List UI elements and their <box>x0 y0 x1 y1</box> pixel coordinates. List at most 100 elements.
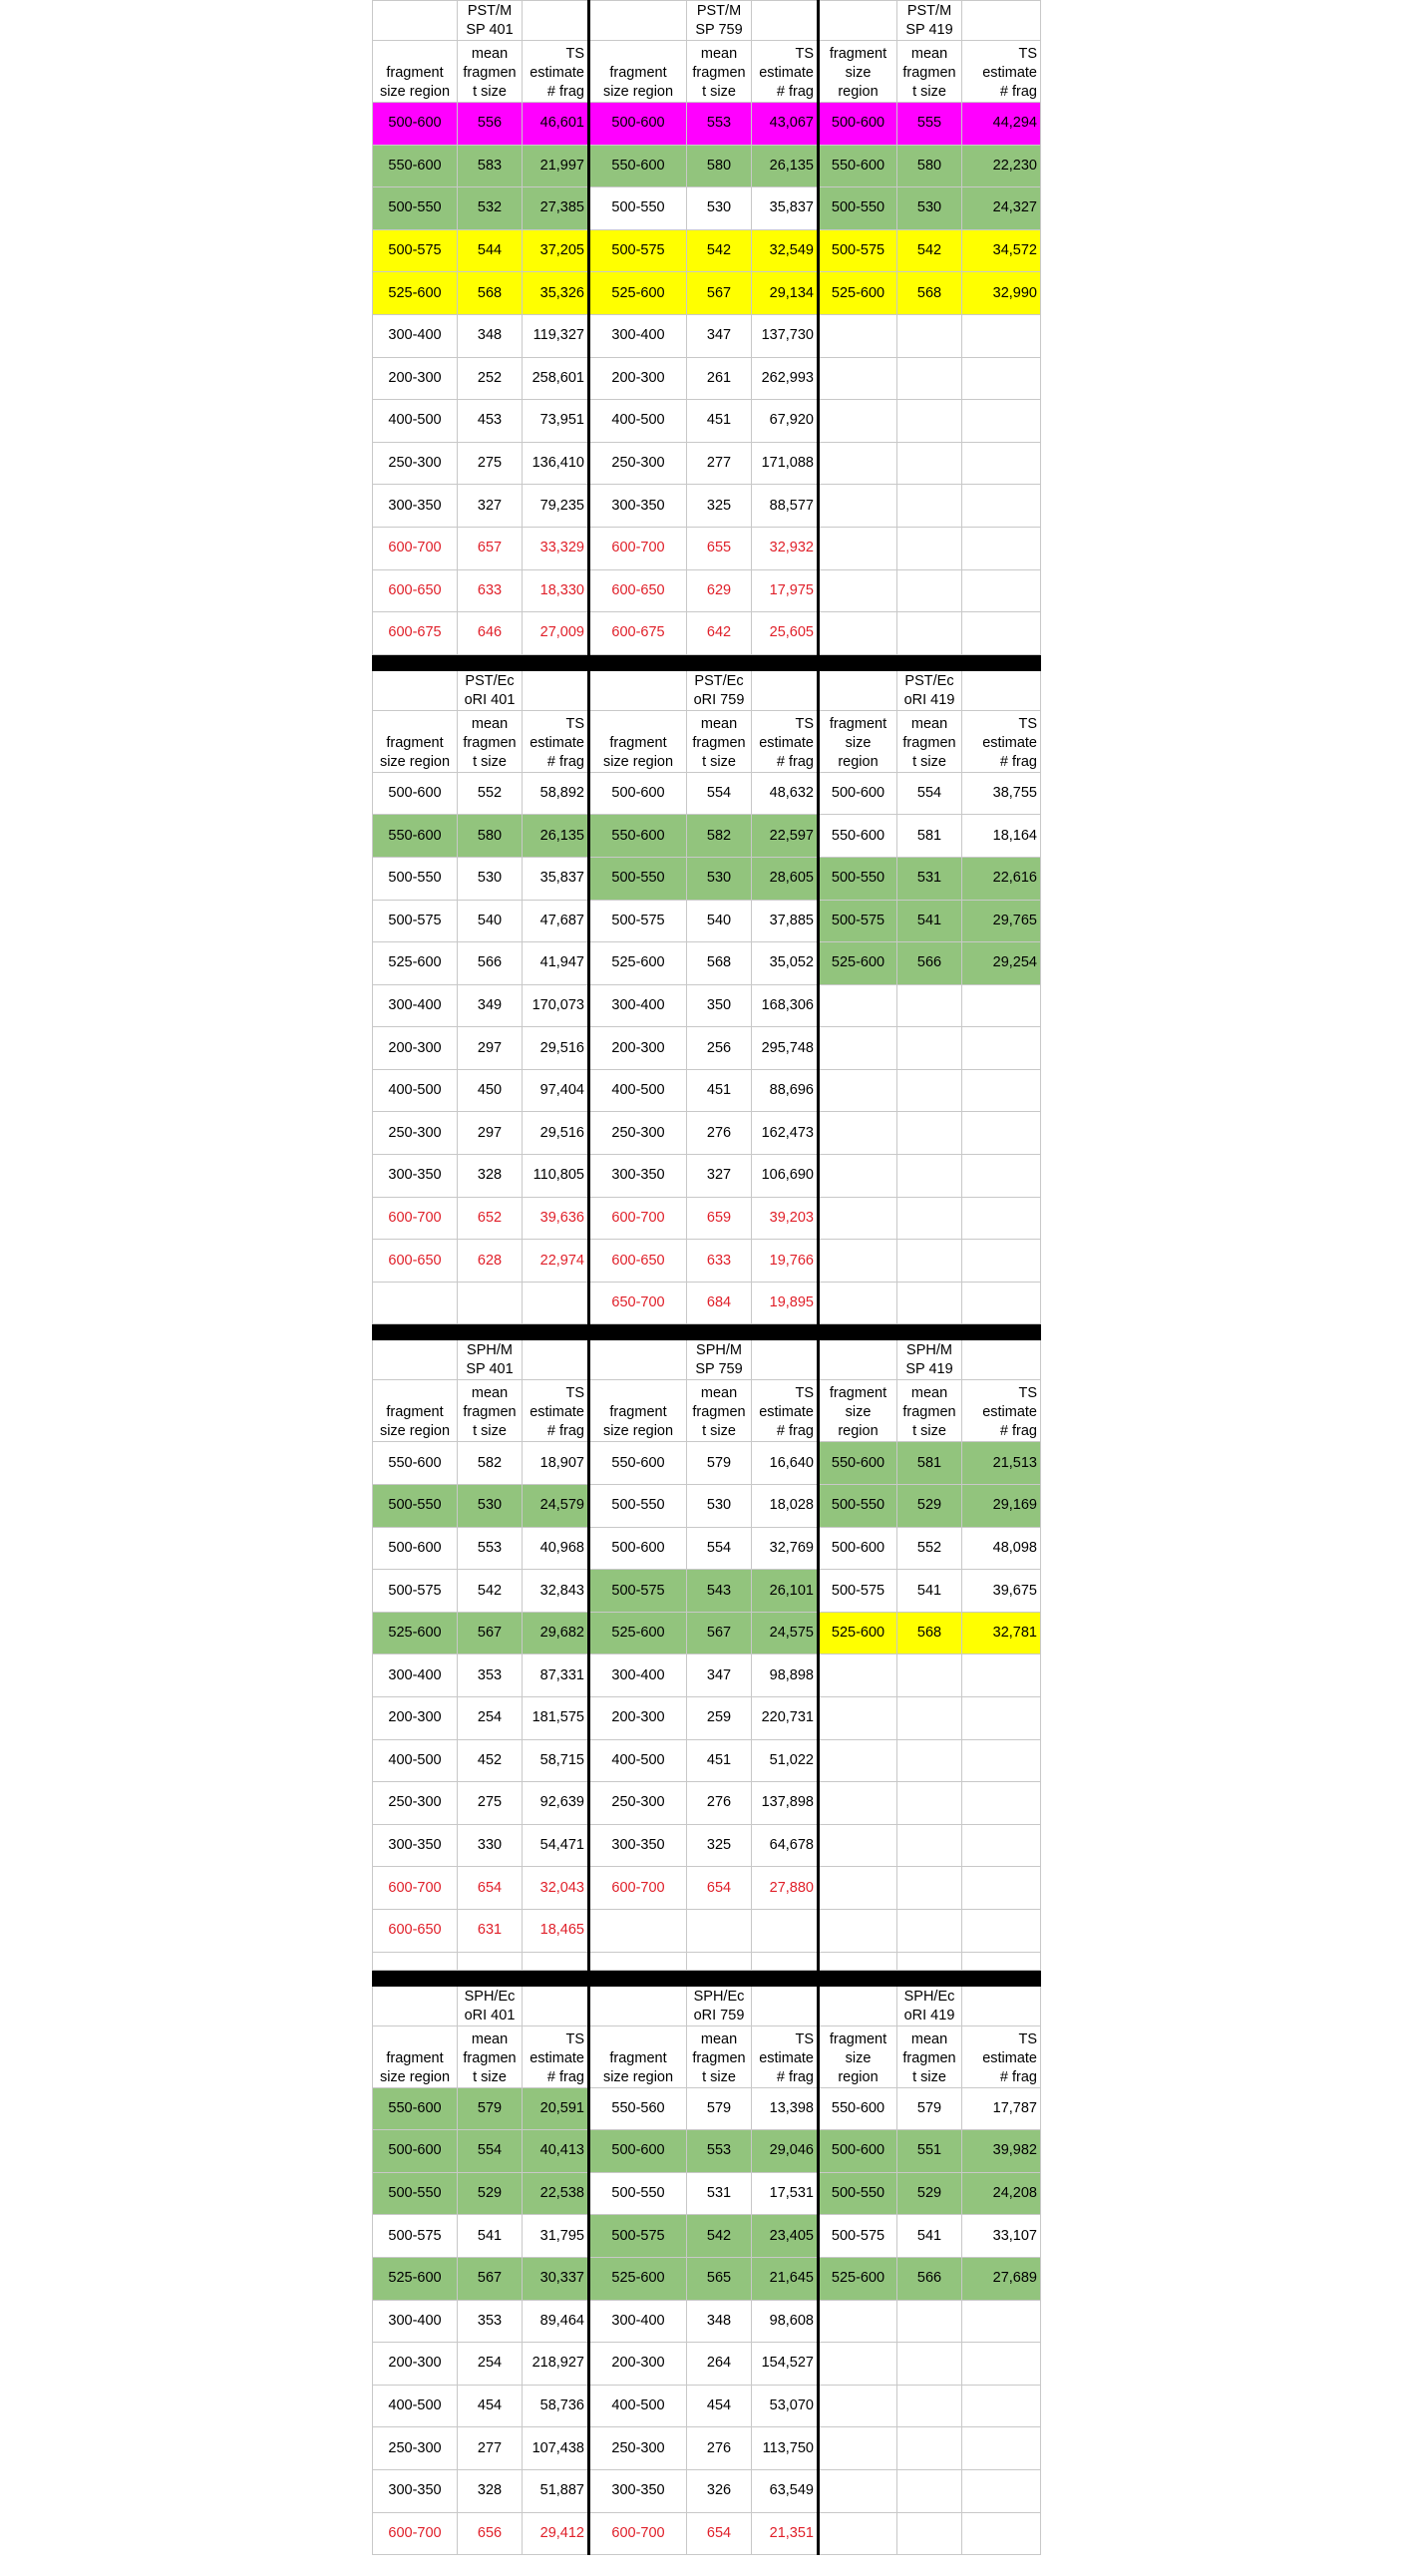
data-cell[interactable]: 35,326 <box>522 271 590 315</box>
data-cell[interactable] <box>818 1281 897 1325</box>
column-header-cell[interactable]: TS estimate # frag <box>961 2024 1041 2088</box>
data-cell[interactable]: 328 <box>457 1154 523 1198</box>
data-cell[interactable]: 530 <box>686 856 752 901</box>
data-cell[interactable]: 22,538 <box>522 2171 590 2216</box>
data-cell[interactable]: 551 <box>896 2129 962 2173</box>
data-cell[interactable]: 600-650 <box>588 1239 687 1283</box>
data-cell[interactable]: 29,516 <box>522 1111 590 1156</box>
data-cell[interactable]: 22,616 <box>961 856 1041 901</box>
data-cell[interactable]: 541 <box>457 2214 523 2258</box>
data-cell[interactable] <box>818 568 897 613</box>
data-cell[interactable]: 29,765 <box>961 899 1041 943</box>
data-cell[interactable] <box>818 1823 897 1868</box>
data-cell[interactable] <box>896 2468 962 2513</box>
data-cell[interactable] <box>818 2384 897 2428</box>
data-cell[interactable]: 565 <box>686 2256 752 2301</box>
data-cell[interactable] <box>896 313 962 358</box>
data-cell[interactable]: 600-700 <box>588 1866 687 1910</box>
data-cell[interactable]: 300-350 <box>372 484 458 528</box>
data-cell[interactable]: 600-700 <box>588 2511 687 2556</box>
data-cell[interactable]: 646 <box>457 611 523 655</box>
empty-cell[interactable] <box>522 0 590 41</box>
data-cell[interactable]: 633 <box>686 1239 752 1283</box>
data-cell[interactable]: 529 <box>457 2171 523 2216</box>
data-cell[interactable]: 542 <box>686 228 752 273</box>
data-cell[interactable]: 51,022 <box>751 1738 820 1783</box>
data-cell[interactable]: 600-675 <box>372 611 458 655</box>
data-cell[interactable]: 18,465 <box>522 1908 590 1953</box>
data-cell[interactable]: 37,205 <box>522 228 590 273</box>
data-cell[interactable]: 220,731 <box>751 1696 820 1740</box>
data-cell[interactable]: 500-600 <box>372 1526 458 1571</box>
data-cell[interactable] <box>818 356 897 401</box>
data-cell[interactable] <box>896 1239 962 1283</box>
data-cell[interactable]: 250-300 <box>372 1111 458 1156</box>
sample-title-cell[interactable]: SPH/M SP 419 <box>896 1339 962 1381</box>
data-cell[interactable]: 553 <box>686 102 752 146</box>
data-cell[interactable]: 32,043 <box>522 1866 590 1910</box>
data-cell[interactable] <box>961 1908 1041 1953</box>
sample-title-cell[interactable]: SPH/M SP 401 <box>457 1339 523 1381</box>
data-cell[interactable]: 349 <box>457 983 523 1028</box>
data-cell[interactable]: 400-500 <box>372 2384 458 2428</box>
data-cell[interactable]: 16,640 <box>751 1441 820 1486</box>
data-cell[interactable]: 24,327 <box>961 186 1041 230</box>
data-cell[interactable] <box>896 1281 962 1325</box>
data-cell[interactable] <box>896 2384 962 2428</box>
data-cell[interactable]: 600-700 <box>372 1866 458 1910</box>
empty-cell[interactable] <box>751 669 820 711</box>
empty-cell[interactable] <box>751 1951 820 1971</box>
data-cell[interactable] <box>818 611 897 655</box>
data-cell[interactable]: 276 <box>686 1781 752 1825</box>
data-cell[interactable]: 633 <box>457 568 523 613</box>
data-cell[interactable]: 530 <box>457 1484 523 1528</box>
data-cell[interactable]: 300-400 <box>372 983 458 1028</box>
data-cell[interactable]: 29,412 <box>522 2511 590 2556</box>
data-cell[interactable] <box>961 2511 1041 2556</box>
data-cell[interactable]: 47,687 <box>522 899 590 943</box>
column-header-cell[interactable]: fragment size region <box>588 709 687 773</box>
data-cell[interactable]: 451 <box>686 1068 752 1113</box>
data-cell[interactable]: 40,413 <box>522 2129 590 2173</box>
data-cell[interactable]: 600-650 <box>372 1908 458 1953</box>
column-header-cell[interactable]: mean fragmen t size <box>686 709 752 773</box>
data-cell[interactable]: 27,880 <box>751 1866 820 1910</box>
data-cell[interactable]: 500-600 <box>372 2129 458 2173</box>
data-cell[interactable]: 87,331 <box>522 1654 590 1697</box>
data-cell[interactable] <box>961 1068 1041 1113</box>
data-cell[interactable]: 40,968 <box>522 1526 590 1571</box>
data-cell[interactable]: 300-350 <box>588 2468 687 2513</box>
column-header-cell[interactable]: fragment size region <box>818 1379 897 1443</box>
data-cell[interactable] <box>961 2299 1041 2344</box>
data-cell[interactable]: 530 <box>686 1484 752 1528</box>
data-cell[interactable]: 22,974 <box>522 1239 590 1283</box>
column-header-cell[interactable]: mean fragmen t size <box>457 40 523 103</box>
data-cell[interactable]: 300-400 <box>372 2299 458 2344</box>
data-cell[interactable]: 18,028 <box>751 1484 820 1528</box>
data-cell[interactable]: 400-500 <box>372 1068 458 1113</box>
data-cell[interactable]: 550-560 <box>588 2086 687 2131</box>
data-cell[interactable]: 98,608 <box>751 2299 820 2344</box>
sample-title-cell[interactable]: PST/Ec oRI 401 <box>457 669 523 711</box>
data-cell[interactable]: 525-600 <box>588 271 687 315</box>
data-cell[interactable]: 629 <box>686 568 752 613</box>
data-cell[interactable]: 655 <box>686 526 752 570</box>
data-cell[interactable]: 113,750 <box>751 2426 820 2470</box>
data-cell[interactable]: 29,134 <box>751 271 820 315</box>
data-cell[interactable] <box>896 399 962 443</box>
empty-cell[interactable] <box>818 1339 897 1381</box>
data-cell[interactable]: 525-600 <box>372 2256 458 2301</box>
column-header-cell[interactable]: TS estimate # frag <box>751 1379 820 1443</box>
data-cell[interactable]: 553 <box>686 2129 752 2173</box>
data-cell[interactable]: 525-600 <box>588 941 687 985</box>
data-cell[interactable] <box>961 313 1041 358</box>
data-cell[interactable]: 200-300 <box>588 1026 687 1070</box>
data-cell[interactable] <box>896 2426 962 2470</box>
data-cell[interactable] <box>896 1781 962 1825</box>
data-cell[interactable]: 32,843 <box>522 1569 590 1613</box>
data-cell[interactable]: 400-500 <box>588 2384 687 2428</box>
data-cell[interactable]: 261 <box>686 356 752 401</box>
data-cell[interactable]: 258,601 <box>522 356 590 401</box>
data-cell[interactable] <box>961 2342 1041 2386</box>
data-cell[interactable]: 556 <box>457 102 523 146</box>
